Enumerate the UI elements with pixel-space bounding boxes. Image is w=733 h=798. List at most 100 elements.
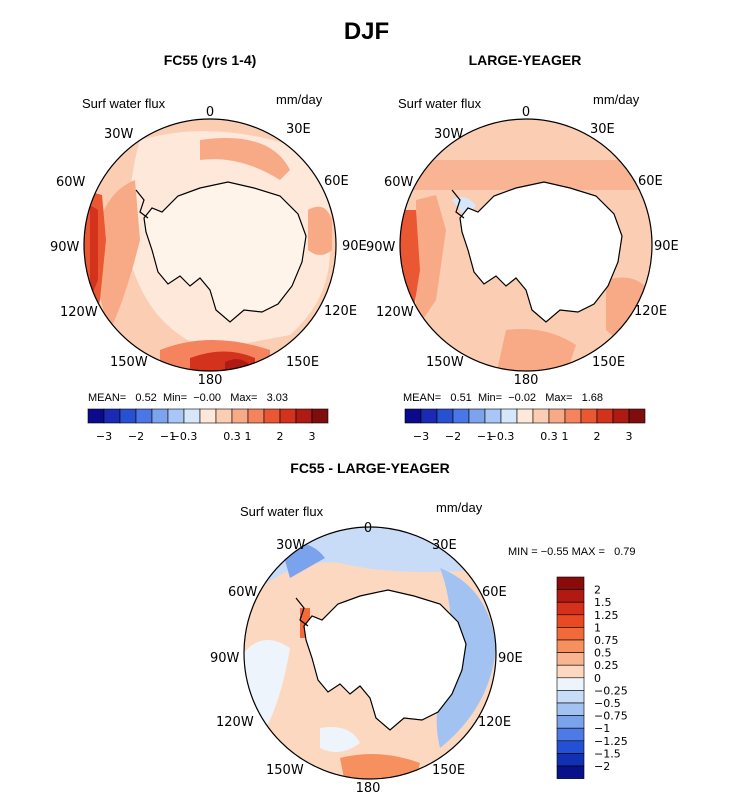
colorbar-cell — [279, 408, 297, 424]
colorbar-cell — [167, 408, 185, 424]
panel-1-north-patch — [200, 138, 290, 180]
panel-3-units: mm/day — [436, 500, 483, 515]
colorbar-tick-label: −0.3 — [171, 430, 198, 443]
panel-3-field-label: Surf water flux — [240, 504, 324, 519]
colorbar-cell — [231, 408, 249, 424]
panel-2-lon-label: 0 — [522, 105, 530, 120]
colorbar-cell — [484, 408, 502, 424]
panel-2-units: mm/day — [593, 92, 640, 107]
panel-1-stats: MEAN= 0.52 Min= −0.00 Max= 3.03 — [88, 392, 289, 404]
colorbar-cell — [556, 639, 585, 653]
colorbar-tick-label: −2 — [594, 760, 610, 773]
panel-2-lon-label: 60W — [384, 175, 414, 190]
colorbar-tick-label: −1.25 — [594, 735, 628, 748]
panel-1-west-band — [96, 180, 140, 330]
colorbar-tick-label: 0.75 — [594, 634, 619, 647]
panel-2-lon-label: 180 — [514, 373, 539, 388]
panel-2-lon-label: 150E — [592, 355, 625, 370]
colorbar-tick-label: 3 — [626, 430, 633, 443]
panel-1-units: mm/day — [276, 92, 323, 107]
colorbar-cell — [295, 408, 313, 424]
colorbar-tick-label: 1.5 — [594, 596, 612, 609]
panel-1-lon-label: 90E — [342, 239, 367, 254]
colorbar-cell — [263, 408, 281, 424]
panel-3-east-negative — [436, 568, 496, 748]
panel-2-lon-label: 120W — [376, 305, 414, 320]
panel-3-peninsula — [295, 597, 309, 627]
colorbar-cell — [215, 408, 233, 424]
colorbar-cell — [556, 702, 585, 716]
colorbar-cell — [87, 408, 105, 424]
panel-2-antarctica — [459, 181, 623, 323]
panel-3-lon-label: 150E — [432, 763, 465, 778]
colorbar-cell — [556, 690, 585, 704]
panel-3-lon-label: 0 — [364, 521, 372, 536]
colorbar-tick-label: −0.5 — [594, 697, 621, 710]
colorbar-cell — [556, 740, 585, 754]
panel-3-lon-label: 90W — [210, 651, 240, 666]
panel-1-map: 0 30E 60E 90E 120E 150E 180 150W 120W 90… — [50, 105, 367, 388]
panel-3-lon-label: 60W — [228, 585, 258, 600]
colorbar-cell — [404, 408, 422, 424]
panel-1-title: FC55 (yrs 1-4) — [163, 52, 257, 68]
colorbar-cell — [119, 408, 137, 424]
colorbar-cell — [556, 727, 585, 742]
panel-1-lon-label: 120W — [60, 305, 98, 320]
panel-3-lon-label: 60E — [482, 585, 507, 600]
panel-3-lon-label: 120E — [478, 715, 511, 730]
colorbar-cell — [556, 715, 585, 729]
colorbar-cell — [556, 576, 585, 590]
colorbar-cell — [556, 614, 585, 628]
panel-1-colorbar: −3 −2 −1−0.3 0.3 1 2 3 — [87, 408, 329, 443]
panel-2-lon-label: 30W — [434, 127, 464, 142]
colorbar-cell — [556, 652, 585, 666]
panel-2-lon-label: 30E — [590, 122, 615, 137]
colorbar-cell — [199, 408, 217, 424]
colorbar-tick-label: 0.5 — [594, 647, 612, 660]
panel-1-lon-label: 180 — [198, 373, 223, 388]
colorbar-cell — [580, 408, 598, 424]
colorbar-cell — [612, 408, 630, 424]
colorbar-tick-label: −2 — [445, 430, 461, 443]
panel-2-south-band — [496, 329, 576, 371]
panel-2-lon-label: 90W — [366, 240, 396, 255]
panel-3-lon-label: 120W — [216, 715, 254, 730]
panel-3-lon-label: 30E — [432, 538, 457, 553]
colorbar-tick-label: 3 — [309, 430, 316, 443]
panel-3-lon-label: 150W — [266, 763, 304, 778]
colorbar-cell — [436, 408, 454, 424]
colorbar-cell — [556, 664, 585, 679]
panel-1-lon-label: 150W — [110, 355, 148, 370]
colorbar-cell — [556, 627, 585, 641]
colorbar-tick-label: −0.75 — [594, 710, 628, 723]
colorbar-tick-label: −3 — [413, 430, 429, 443]
colorbar-tick-label: −1.5 — [594, 747, 621, 760]
colorbar-cell — [500, 408, 518, 424]
panel-2-colorbar: −3 −2 −1−0.3 0.3 1 2 3 — [404, 408, 646, 443]
colorbar-cell — [135, 408, 153, 424]
panel-1-lon-label: 90W — [50, 240, 80, 255]
panel-1-peninsula — [135, 189, 149, 219]
panel-2-title: LARGE-YEAGER — [468, 52, 582, 68]
colorbar-cell — [556, 753, 585, 767]
colorbar-tick-label: 0.3 — [223, 430, 241, 443]
panel-2-map: 0 30E 60E 90E 120E 150E 180 150W 120W 90… — [366, 105, 679, 388]
panel-3-map-border — [243, 526, 497, 780]
colorbar-tick-label: 1 — [562, 430, 569, 443]
colorbar-cell — [556, 765, 585, 779]
panel-1-map-border — [83, 118, 337, 372]
colorbar-cell — [564, 408, 582, 424]
panel-2-stats: MEAN= 0.51 Min= −0.02 Max= 1.68 — [403, 392, 604, 404]
colorbar-tick-label: 1 — [594, 621, 601, 634]
colorbar-tick-label: 0.3 — [540, 430, 558, 443]
panel-2-lon-label: 150W — [426, 355, 464, 370]
colorbar-tick-label: −1 — [594, 722, 610, 735]
panel-3-title: FC55 - LARGE-YEAGER — [290, 460, 450, 476]
panel-1-field-label: Surf water flux — [82, 96, 166, 111]
panel-2-field-label: Surf water flux — [398, 96, 482, 111]
panel-3-lon-label: 90E — [498, 651, 523, 666]
colorbar-cell — [548, 408, 566, 424]
panel-3-lon-label: 30W — [276, 538, 306, 553]
colorbar-cell — [556, 601, 585, 616]
colorbar-cell — [596, 408, 614, 424]
